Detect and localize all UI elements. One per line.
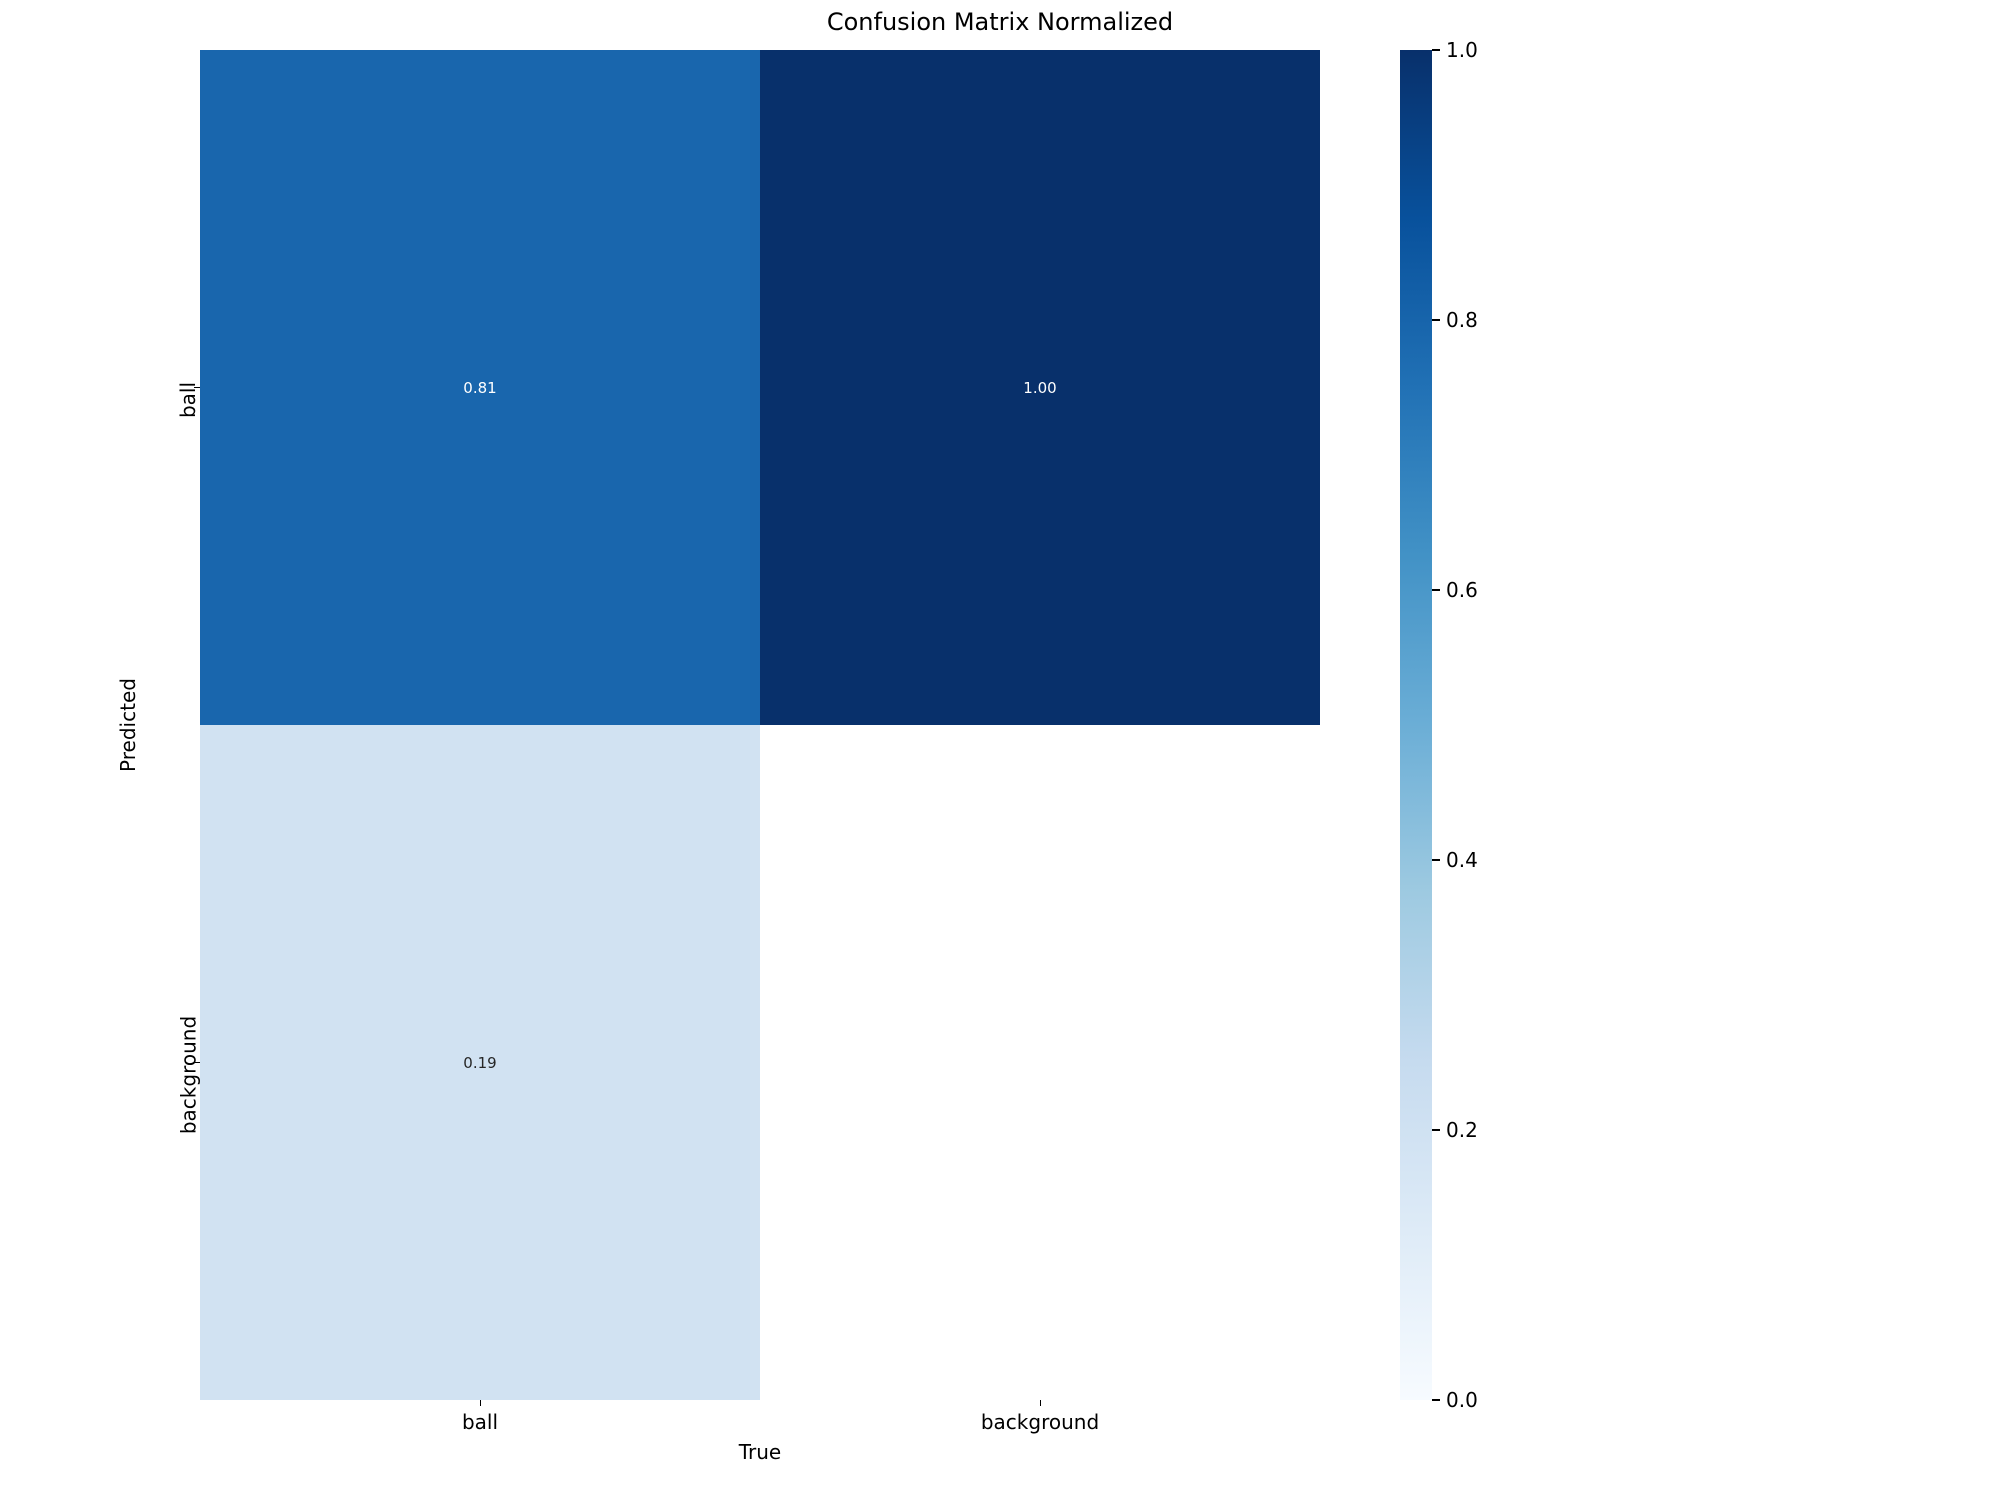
heatmap-cell: 0.81 xyxy=(200,50,760,725)
confusion-matrix-figure: Confusion Matrix Normalized 0.81 1.00 0.19… xyxy=(0,0,2000,1500)
x-axis-label: True xyxy=(739,1440,781,1464)
y-axis-label: Predicted xyxy=(116,678,140,772)
chart-title: Confusion Matrix Normalized xyxy=(0,8,2000,36)
x-tick-mark xyxy=(480,1400,481,1406)
colorbar-tick-mark xyxy=(1432,859,1440,861)
colorbar-tick-mark xyxy=(1432,589,1440,591)
colorbar-tick-label: 0.6 xyxy=(1446,578,1478,602)
colorbar xyxy=(1400,50,1432,1400)
colorbar-tick-mark xyxy=(1432,319,1440,321)
colorbar-tick-label: 0.8 xyxy=(1446,308,1478,332)
y-axis-label-text: Predicted xyxy=(116,678,140,772)
x-axis-label-text: True xyxy=(739,1440,781,1464)
colorbar-tick-mark xyxy=(1432,49,1440,51)
x-tick-mark xyxy=(1040,1400,1041,1406)
heatmap-cell-value: 1.00 xyxy=(1023,379,1056,397)
chart-title-text: Confusion Matrix Normalized xyxy=(827,8,1173,36)
y-tick-label: background xyxy=(176,1015,200,1133)
colorbar-gradient xyxy=(1400,50,1432,1400)
heatmap-cell-value: 0.81 xyxy=(463,379,496,397)
colorbar-tick-label: 0.0 xyxy=(1446,1388,1478,1412)
colorbar-tick-label: 0.4 xyxy=(1446,848,1478,872)
colorbar-tick-label: 0.2 xyxy=(1446,1118,1478,1142)
colorbar-tick-label: 1.0 xyxy=(1446,38,1478,62)
y-tick-label: ball xyxy=(176,381,200,417)
heatmap-cell-value: 0.19 xyxy=(463,1054,496,1072)
heatmap-cell xyxy=(760,725,1320,1400)
heatmap-cell: 0.19 xyxy=(200,725,760,1400)
colorbar-tick-mark xyxy=(1432,1399,1440,1401)
colorbar-tick-mark xyxy=(1432,1129,1440,1131)
x-tick-label: background xyxy=(981,1410,1099,1434)
x-tick-label: ball xyxy=(462,1410,498,1434)
heatmap-cell: 1.00 xyxy=(760,50,1320,725)
heatmap-area: 0.81 1.00 0.19 xyxy=(200,50,1320,1400)
